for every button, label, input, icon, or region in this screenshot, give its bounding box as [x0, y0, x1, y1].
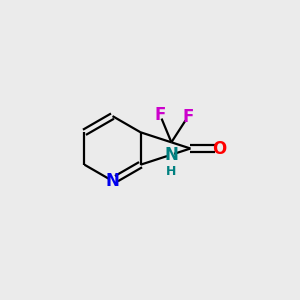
Text: F: F [182, 108, 194, 126]
Text: N: N [106, 172, 119, 190]
Text: N: N [164, 146, 178, 164]
Text: H: H [166, 165, 177, 178]
Text: O: O [212, 140, 226, 158]
Text: F: F [154, 106, 166, 124]
